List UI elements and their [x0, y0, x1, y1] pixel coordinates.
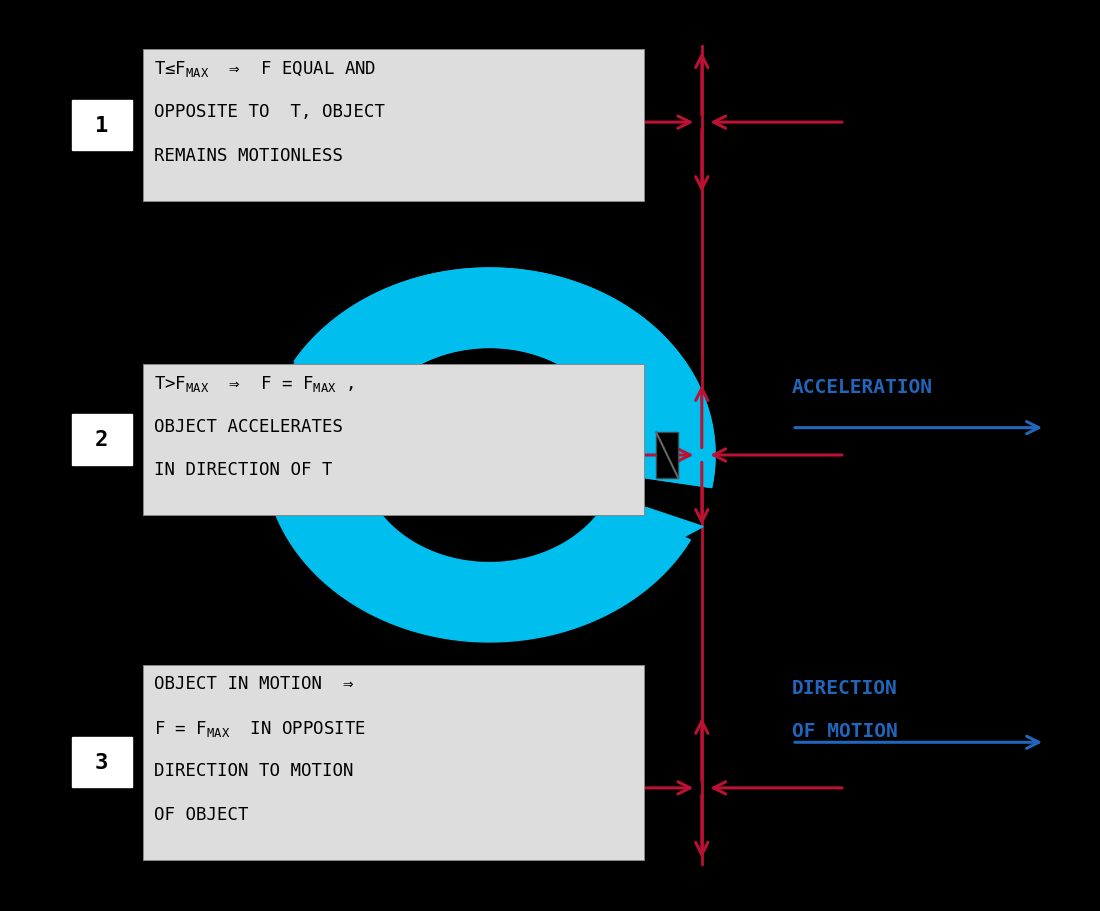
Text: 3: 3 — [95, 752, 109, 773]
Text: DIRECTION TO MOTION: DIRECTION TO MOTION — [154, 762, 353, 780]
Text: IN DIRECTION OF T: IN DIRECTION OF T — [154, 461, 332, 479]
Polygon shape — [264, 416, 691, 642]
Polygon shape — [294, 269, 715, 488]
FancyBboxPatch shape — [72, 415, 132, 466]
Polygon shape — [605, 495, 703, 568]
Text: F = F$_\mathregular{MAX}$  IN OPPOSITE: F = F$_\mathregular{MAX}$ IN OPPOSITE — [154, 718, 365, 738]
Text: OPPOSITE TO  T, OBJECT: OPPOSITE TO T, OBJECT — [154, 103, 385, 121]
Text: ACCELERATION: ACCELERATION — [792, 377, 933, 396]
Text: T>F$_\mathregular{MAX}$  ⇒  F = F$_\mathregular{MAX}$ ,: T>F$_\mathregular{MAX}$ ⇒ F = F$_\mathre… — [154, 374, 354, 394]
Text: REMAINS MOTIONLESS: REMAINS MOTIONLESS — [154, 147, 343, 165]
Text: T≤F$_\mathregular{MAX}$  ⇒  F EQUAL AND: T≤F$_\mathregular{MAX}$ ⇒ F EQUAL AND — [154, 59, 376, 79]
Bar — [656, 433, 678, 478]
FancyBboxPatch shape — [143, 364, 644, 516]
FancyBboxPatch shape — [143, 665, 644, 860]
Text: OF MOTION: OF MOTION — [792, 722, 898, 741]
Text: OBJECT ACCELERATES: OBJECT ACCELERATES — [154, 417, 343, 435]
Text: 1: 1 — [95, 116, 109, 136]
FancyBboxPatch shape — [72, 101, 132, 151]
Polygon shape — [294, 269, 715, 488]
FancyBboxPatch shape — [143, 50, 644, 201]
Text: OBJECT IN MOTION  ⇒: OBJECT IN MOTION ⇒ — [154, 674, 353, 692]
Text: OF OBJECT: OF OBJECT — [154, 805, 249, 824]
FancyBboxPatch shape — [72, 738, 132, 787]
Text: DIRECTION: DIRECTION — [792, 678, 898, 697]
Text: 2: 2 — [95, 430, 109, 450]
Polygon shape — [284, 333, 378, 408]
